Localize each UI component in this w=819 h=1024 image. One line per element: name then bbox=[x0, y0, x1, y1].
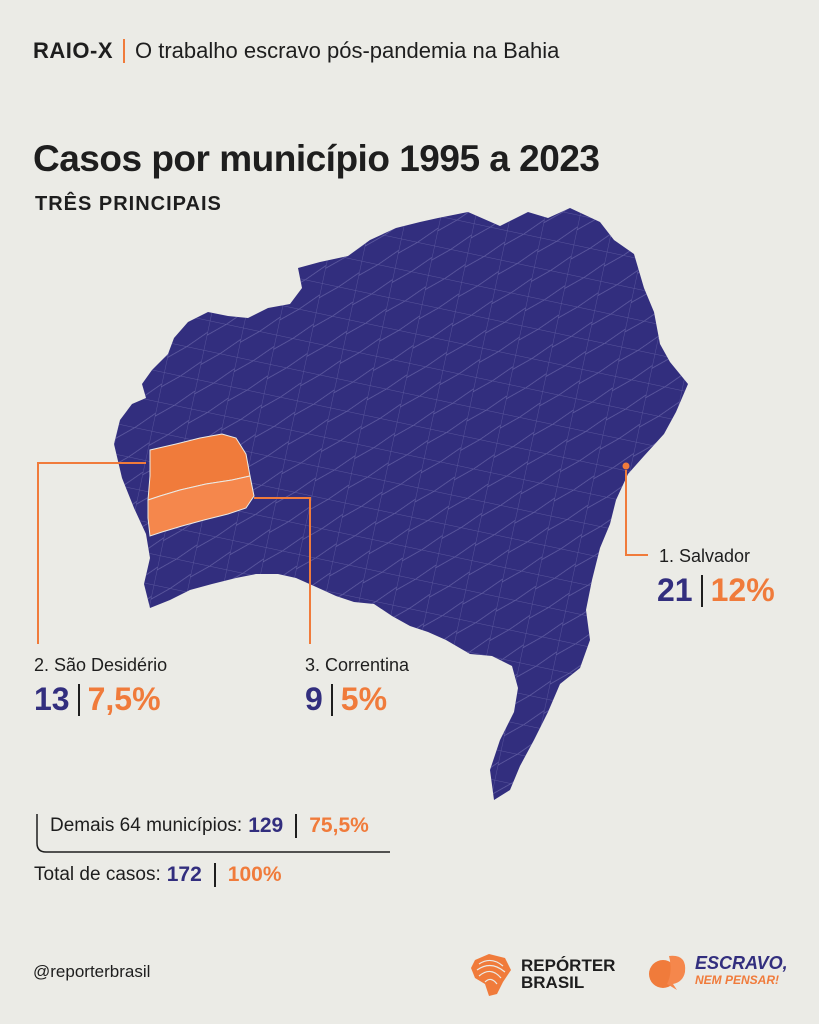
percent-salvador: 12% bbox=[710, 572, 775, 608]
city-label-sao-desiderio: 2. São Desidério bbox=[34, 655, 168, 675]
logo-brasil-text: BRASIL bbox=[521, 973, 585, 992]
total-summary: Total de casos: 172 100% bbox=[34, 863, 282, 887]
divider bbox=[213, 863, 216, 887]
divider bbox=[295, 814, 298, 838]
percent-sao-desiderio: 7,5% bbox=[87, 681, 161, 717]
others-label: Demais 64 municípios: bbox=[50, 815, 243, 836]
others-summary: Demais 64 municípios: 129 75,5% bbox=[50, 814, 369, 838]
cases-sao-desiderio: 13 bbox=[34, 681, 70, 717]
others-percent: 75,5% bbox=[309, 814, 369, 837]
total-percent: 100% bbox=[227, 863, 282, 886]
city-label-correntina: 3. Correntina bbox=[305, 655, 410, 675]
salvador-marker bbox=[622, 462, 630, 470]
cases-salvador: 21 bbox=[657, 572, 693, 608]
social-handle: @reporterbrasil bbox=[33, 962, 151, 981]
city-stats-correntina: 9 5% bbox=[305, 681, 387, 718]
total-label: Total de casos: bbox=[34, 864, 161, 885]
leader-sao-desiderio bbox=[37, 462, 146, 644]
header-subtitle: O trabalho escravo pós-pandemia na Bahia bbox=[135, 38, 560, 63]
percent-correntina: 5% bbox=[340, 681, 388, 717]
header-separator bbox=[123, 39, 125, 63]
page-title: Casos por município 1995 a 2023 bbox=[33, 138, 600, 179]
divider bbox=[700, 574, 703, 607]
city-stats-salvador: 21 12% bbox=[657, 572, 775, 609]
municipality-borders bbox=[114, 208, 688, 800]
page-subtitle: TRÊS PRINCIPAIS bbox=[35, 193, 222, 215]
leader-salvador bbox=[625, 470, 648, 556]
city-label-salvador: 1. Salvador bbox=[659, 546, 751, 566]
others-bracket bbox=[36, 814, 390, 853]
speech-bubble-icon bbox=[649, 955, 686, 990]
header: RAIO-X O trabalho escravo pós-pandemia n… bbox=[33, 38, 559, 64]
logo-reporter-text: REPÓRTER bbox=[521, 956, 616, 975]
header-brand: RAIO-X bbox=[33, 38, 113, 63]
cases-correntina: 9 bbox=[305, 681, 323, 717]
reporter-brasil-logo: REPÓRTER BRASIL bbox=[467, 950, 615, 998]
others-cases: 129 bbox=[248, 814, 284, 837]
divider bbox=[77, 683, 80, 716]
logo-escravo-text: ESCRAVO, bbox=[695, 953, 788, 973]
fingerprint-map-icon bbox=[471, 954, 511, 996]
city-stats-sao-desiderio: 13 7,5% bbox=[34, 681, 161, 718]
logo-nem-pensar-text: NEM PENSAR! bbox=[695, 973, 780, 987]
municipality-correntina bbox=[147, 475, 255, 537]
escravo-nem-pensar-logo: ESCRAVO, NEM PENSAR! bbox=[647, 950, 788, 994]
total-cases: 172 bbox=[166, 863, 202, 886]
leader-correntina bbox=[254, 497, 311, 644]
divider bbox=[330, 683, 333, 716]
